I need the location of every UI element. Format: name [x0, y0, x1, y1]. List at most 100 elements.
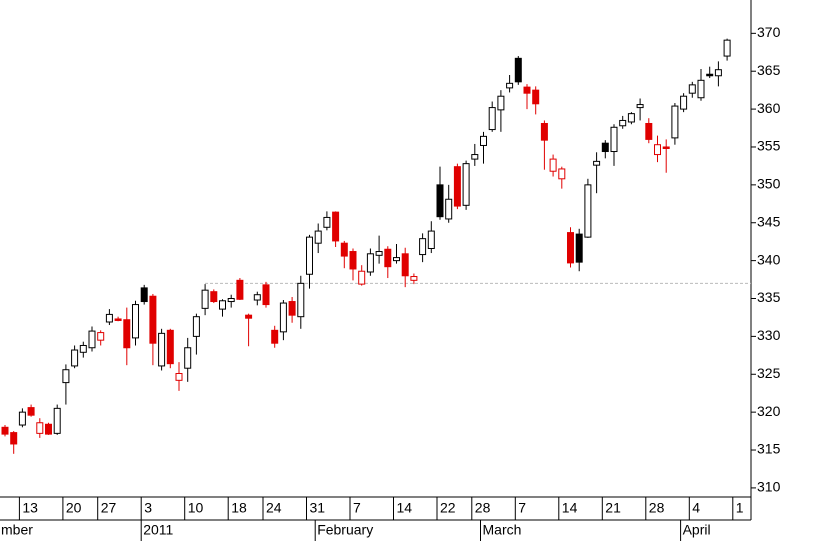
candle-body — [514, 57, 522, 83]
candle-body — [349, 251, 357, 270]
x-tick-label: 13 — [22, 500, 38, 516]
month-label: March — [483, 522, 522, 538]
candle-body — [636, 104, 644, 109]
x-tick-label: 24 — [266, 500, 282, 516]
candle-body — [540, 122, 548, 141]
candle-body — [506, 82, 514, 89]
candle-body — [105, 313, 113, 323]
candle-body — [436, 184, 444, 218]
candle-body — [706, 73, 714, 77]
candle-body — [79, 344, 87, 353]
x-tick-label: 21 — [605, 500, 621, 516]
x-tick-label: 14 — [397, 500, 413, 516]
x-tick-label: 18 — [231, 500, 247, 516]
candle-body — [114, 318, 122, 321]
candle-body — [401, 253, 409, 277]
candle-body — [166, 329, 174, 365]
candle-body — [471, 154, 479, 160]
y-tick-label: 350 — [757, 176, 781, 192]
candle-body — [453, 166, 461, 207]
y-tick-label: 335 — [757, 289, 781, 305]
candle-body — [332, 211, 340, 242]
x-tick-label: 1 — [736, 500, 744, 516]
candle-body — [567, 232, 574, 264]
month-label: 2011 — [143, 522, 173, 538]
y-tick-label: 355 — [757, 138, 781, 154]
candle-body — [88, 330, 96, 349]
month-label: February — [317, 522, 373, 538]
y-tick-label: 345 — [757, 213, 781, 229]
x-tick-label: 7 — [518, 500, 526, 516]
candle-body — [340, 242, 348, 257]
x-tick-label: 4 — [692, 500, 700, 516]
candle-body — [714, 69, 722, 77]
candle-body — [462, 163, 470, 206]
candle-body — [723, 39, 731, 57]
y-tick-label: 370 — [757, 24, 781, 40]
candle-body — [158, 332, 166, 367]
candle-body — [593, 160, 601, 166]
candle-body — [219, 300, 226, 310]
candle-body — [601, 142, 609, 153]
candle-body — [210, 291, 218, 303]
candle-body — [497, 95, 505, 111]
y-tick-label: 340 — [757, 251, 781, 267]
candle-body — [584, 184, 592, 238]
candle-body — [53, 407, 61, 434]
candle-body — [253, 294, 261, 301]
candle-body — [558, 168, 566, 180]
candle-body — [149, 295, 157, 344]
candle-body — [140, 287, 148, 303]
candle-body — [671, 105, 679, 139]
candle-body — [271, 329, 279, 344]
month-label: April — [683, 522, 711, 538]
candle-body — [410, 276, 418, 281]
candle-body — [262, 284, 270, 306]
candle-body — [184, 347, 192, 369]
candle-body — [36, 422, 44, 434]
x-tick-label: 28 — [649, 500, 665, 516]
candle-body — [97, 332, 105, 341]
candle-body — [488, 107, 496, 131]
candle-body — [192, 316, 200, 337]
candle-body — [445, 198, 453, 220]
y-tick-label: 365 — [757, 62, 781, 78]
candle-body — [419, 238, 427, 256]
candle-body — [619, 119, 627, 127]
candle-body — [132, 304, 139, 339]
candle-body — [27, 407, 35, 416]
candle-body — [297, 282, 305, 318]
candle-body — [662, 146, 670, 149]
candle-body — [306, 236, 313, 275]
candle-body — [323, 216, 331, 228]
candle-body — [523, 86, 531, 94]
candle-body — [680, 95, 688, 110]
x-tick-label: 10 — [188, 500, 204, 516]
candle-body — [575, 233, 583, 263]
y-tick-label: 330 — [757, 327, 781, 343]
candle-body — [314, 230, 322, 244]
x-tick-label: 31 — [310, 500, 326, 516]
y-tick-label: 310 — [757, 479, 781, 495]
candle-body — [1, 426, 9, 435]
candle-body — [480, 135, 487, 146]
candle-body — [123, 319, 131, 349]
x-tick-label: 28 — [475, 500, 491, 516]
candle-body — [549, 158, 557, 172]
candle-body — [18, 411, 26, 426]
candle-body — [375, 251, 383, 256]
candle-body — [627, 113, 635, 123]
candle-body — [654, 144, 661, 156]
candle-body — [279, 302, 287, 333]
x-tick-label: 22 — [440, 500, 456, 516]
x-tick-label: 20 — [66, 500, 82, 516]
y-tick-label: 360 — [757, 100, 781, 116]
candle-body — [366, 253, 374, 273]
y-tick-label: 315 — [757, 441, 781, 457]
candle-body — [175, 373, 183, 381]
candle-body — [62, 369, 70, 384]
candle-body — [201, 289, 209, 309]
candle-body — [71, 349, 79, 367]
y-tick-label: 320 — [757, 403, 781, 419]
candle-body — [245, 314, 253, 319]
